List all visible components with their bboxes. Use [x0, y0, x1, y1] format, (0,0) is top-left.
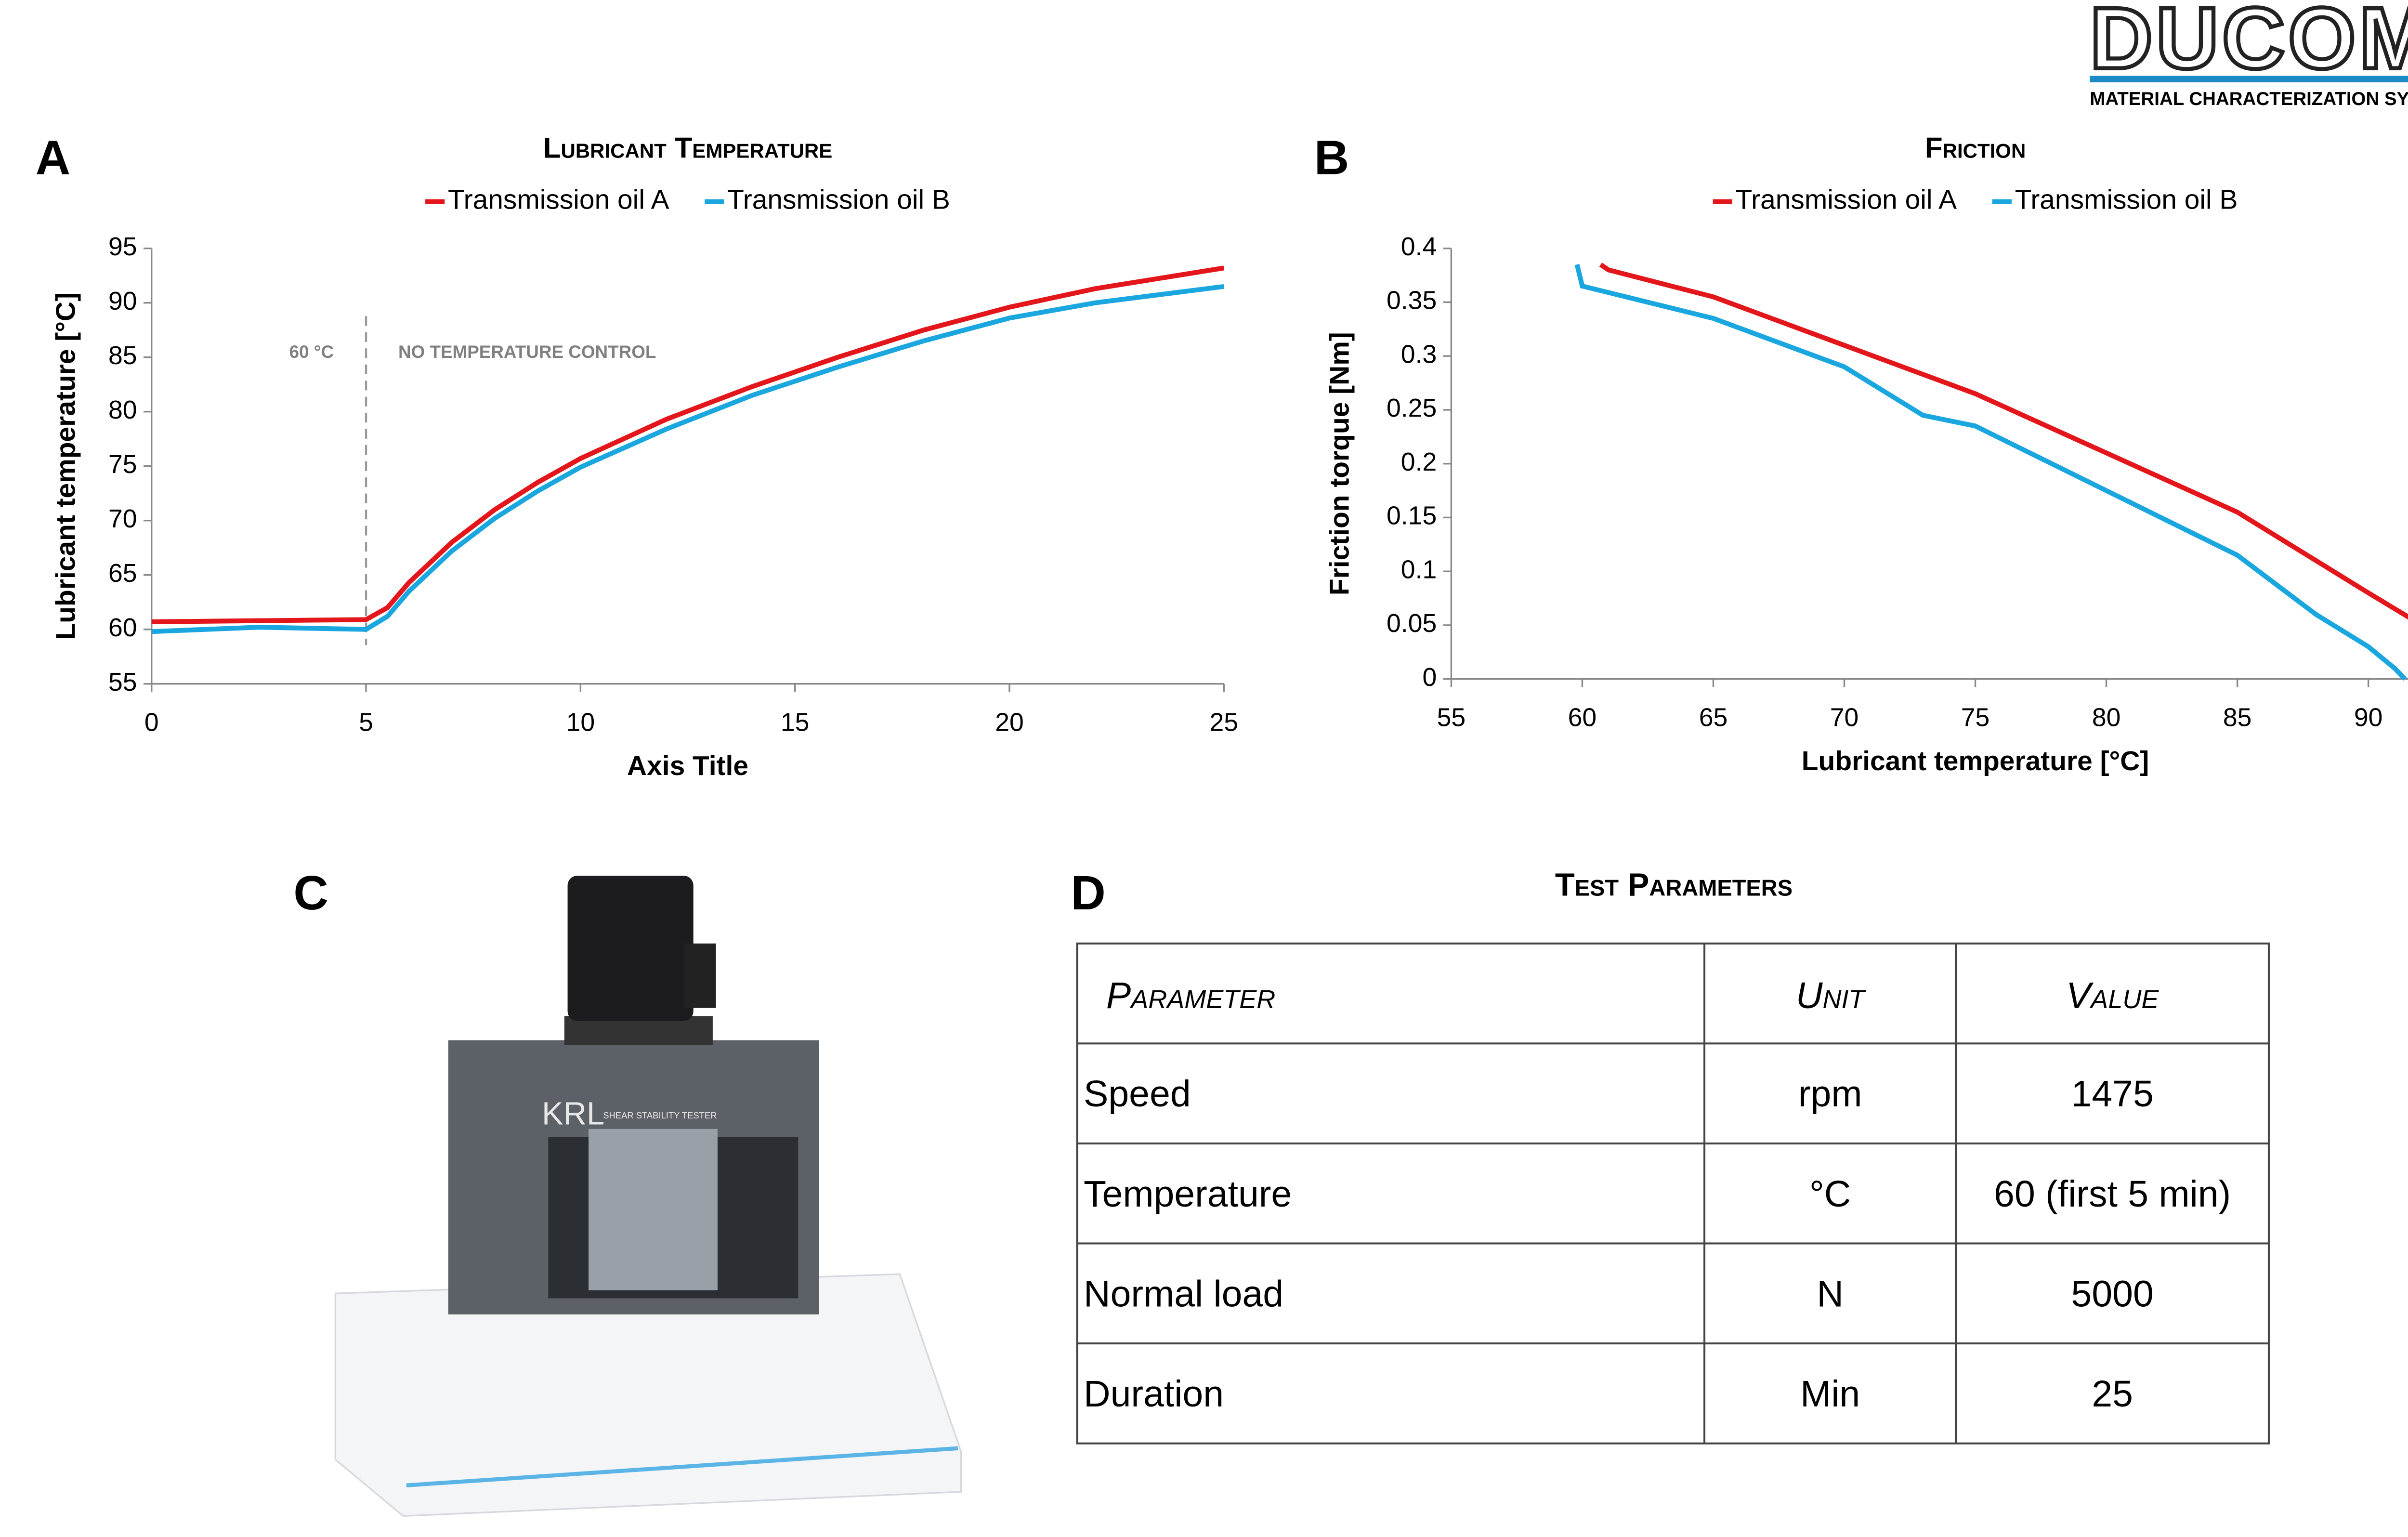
series-line: [151, 265, 1225, 624]
y-tick-label: 0.35: [1387, 287, 1437, 315]
panel-label: B: [1314, 131, 1349, 184]
legend-label: Transmission oil A: [448, 184, 669, 215]
y-tick-label: 0.05: [1387, 609, 1437, 638]
x-tick-label: 25: [1210, 709, 1239, 737]
y-tick-label: 65: [108, 559, 137, 588]
table-cell: 60 (first 5 min): [1994, 1173, 2231, 1215]
x-tick-label: 5: [359, 709, 373, 737]
y-tick-label: 0.1: [1401, 555, 1437, 584]
y-tick-label: 85: [108, 342, 137, 370]
x-tick-label: 15: [781, 709, 810, 737]
x-tick-label: 70: [1830, 704, 1859, 732]
y-tick-label: 0: [1422, 663, 1437, 692]
x-tick-label: 80: [2092, 704, 2121, 732]
panel-label: C: [293, 866, 328, 920]
table-cell: 25: [2092, 1373, 2133, 1415]
logo-tagline: MATERIAL CHARACTERIZATION SYSTEMS: [2090, 89, 2408, 109]
x-tick-label: 90: [2354, 704, 2383, 732]
panel-label: D: [1071, 866, 1106, 920]
table-cell: Normal load: [1084, 1273, 1283, 1314]
x-axis-label: Axis Title: [627, 750, 748, 781]
table-cell: °C: [1809, 1173, 1851, 1215]
y-tick-label: 75: [108, 450, 137, 479]
table-cell: 1475: [2071, 1073, 2154, 1115]
chart-title: Friction: [1925, 131, 2026, 164]
table-cell: Duration: [1084, 1373, 1224, 1415]
table-cell: N: [1817, 1273, 1844, 1314]
chart-title: Lubricant Temperature: [543, 131, 833, 164]
x-tick-label: 65: [1699, 704, 1728, 732]
header-cell: Value: [2066, 975, 2159, 1016]
x-tick-label: 0: [144, 709, 159, 737]
x-tick-label: 10: [566, 709, 595, 737]
x-tick-label: 20: [995, 709, 1024, 737]
series-line: [1574, 264, 2407, 681]
table-cell: 5000: [2071, 1273, 2154, 1314]
machine-photo: KRL SHEAR STABILITY TESTER: [334, 876, 962, 1517]
table-cell: Min: [1800, 1373, 1860, 1415]
y-tick-label: 0.3: [1401, 340, 1437, 368]
table-cell: Temperature: [1084, 1173, 1292, 1215]
series-line: [1599, 263, 2408, 620]
y-tick-label: 0.15: [1387, 502, 1437, 530]
x-tick-label: 55: [1437, 704, 1466, 732]
table-border: [1076, 942, 2270, 1445]
logo-bar: [2090, 76, 2408, 82]
series-line: [151, 284, 1224, 634]
y-tick-label: 0.2: [1401, 448, 1437, 476]
y-axis-label: Lubricant temperature [°C]: [51, 292, 81, 640]
photo-brand: KRL: [542, 1096, 604, 1132]
y-tick-label: 80: [108, 396, 137, 424]
x-axis-label: Lubricant temperature [°C]: [1802, 746, 2149, 776]
photo-caption: SHEAR STABILITY TESTER: [603, 1110, 717, 1120]
y-tick-label: 0.25: [1387, 394, 1437, 422]
panel-label: A: [36, 131, 71, 184]
y-axis-label: Friction torque [Nm]: [1324, 332, 1355, 595]
y-tick-label: 55: [108, 668, 137, 696]
y-tick-label: 70: [108, 505, 137, 533]
y-tick-label: 90: [108, 287, 137, 315]
annotation: 60 °C: [289, 342, 334, 362]
x-tick-label: 85: [2223, 704, 2252, 732]
table-cell: Speed: [1084, 1073, 1191, 1115]
y-tick-label: 95: [108, 233, 137, 261]
legend-label: Transmission oil B: [727, 184, 950, 215]
table-cell: rpm: [1798, 1073, 1862, 1115]
y-tick-label: 0.4: [1401, 233, 1437, 261]
header-cell: Unit: [1796, 975, 1867, 1016]
table-title: Test Parameters: [1555, 867, 1793, 903]
x-tick-label: 75: [1961, 704, 1990, 732]
y-tick-label: 60: [108, 614, 137, 642]
legend-label: Transmission oil A: [1736, 184, 1957, 215]
logo-brand: DUCOM: [2090, 0, 2408, 87]
header-cell: Parameter: [1106, 975, 1275, 1016]
legend-label: Transmission oil B: [2015, 184, 2238, 215]
annotation: NO TEMPERATURE CONTROL: [398, 342, 656, 362]
x-tick-label: 60: [1568, 704, 1597, 732]
